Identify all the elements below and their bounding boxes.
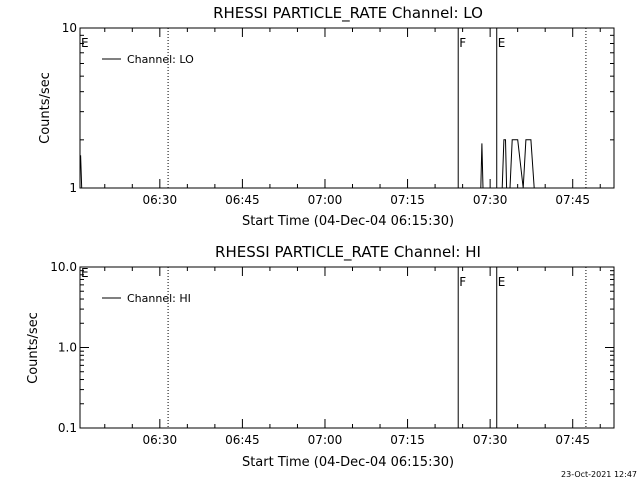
hi-x-tick-label: 06:30 <box>143 433 178 447</box>
hi-y-axis-label: Counts/sec <box>26 312 41 384</box>
hi-marker-label: F <box>459 275 466 289</box>
lo-legend-label: Channel: LO <box>127 53 194 66</box>
lo-x-tick-label: 07:00 <box>308 193 343 207</box>
hi-x-tick-label: 07:45 <box>555 433 590 447</box>
hi-chart-title: RHESSI PARTICLE_RATE Channel: HI <box>215 243 481 262</box>
lo-edge-marker: E <box>81 36 89 50</box>
lo-x-tick-label: 07:30 <box>473 193 508 207</box>
lo-marker-label: E <box>498 36 506 50</box>
timestamp: 23-Oct-2021 12:47 <box>561 470 637 479</box>
lo-y-tick-label: 1 <box>69 181 77 195</box>
hi-y-tick-label: 10.0 <box>50 260 77 274</box>
lo-plot-frame <box>79 27 615 189</box>
lo-x-axis-label: Start Time (04-Dec-04 06:15:30) <box>242 214 454 229</box>
hi-x-axis-label: Start Time (04-Dec-04 06:15:30) <box>242 455 454 470</box>
hi-legend-label: Channel: HI <box>127 292 191 305</box>
lo-x-tick-label: 06:30 <box>143 193 178 207</box>
lo-channel-panel: RHESSI PARTICLE_RATE Channel: LO Start T… <box>38 4 615 229</box>
hi-channel-panel: RHESSI PARTICLE_RATE Channel: HI Start T… <box>26 243 615 470</box>
hi-x-tick-label: 07:15 <box>390 433 425 447</box>
lo-x-tick-label: 07:15 <box>390 193 425 207</box>
lo-marker-label: F <box>459 36 466 50</box>
hi-marker-label: E <box>498 275 506 289</box>
lo-x-tick-label: 07:45 <box>555 193 590 207</box>
hi-edge-marker: E <box>81 266 89 280</box>
lo-y-tick-label: 10 <box>62 21 77 35</box>
lo-x-tick-label: 06:45 <box>225 193 260 207</box>
hi-x-tick-label: 07:00 <box>308 433 343 447</box>
hi-x-tick-label: 07:30 <box>473 433 508 447</box>
hi-x-tick-label: 06:45 <box>225 433 260 447</box>
lo-y-axis-label: Counts/sec <box>38 72 53 144</box>
hi-y-tick-label: 1.0 <box>58 341 77 355</box>
lo-chart-title: RHESSI PARTICLE_RATE Channel: LO <box>213 4 483 23</box>
hi-y-tick-label: 0.1 <box>58 421 77 435</box>
lo-series-line <box>80 139 537 189</box>
